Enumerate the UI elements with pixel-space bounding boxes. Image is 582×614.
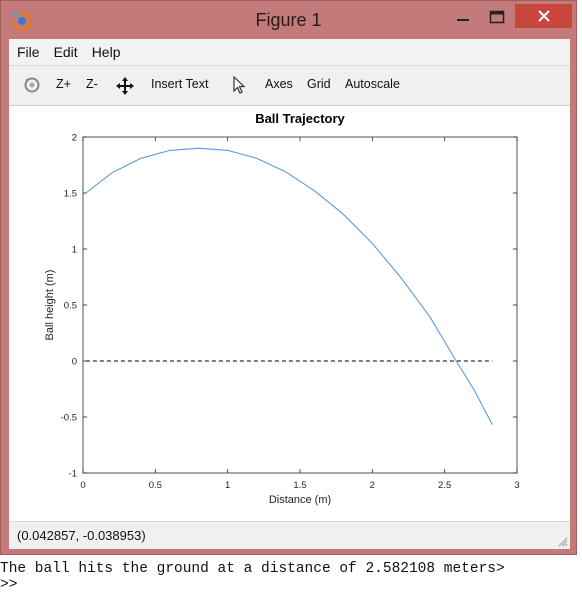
command-window[interactable]: The ball hits the ground at a distance o… bbox=[0, 560, 582, 593]
y-tick-label: -1 bbox=[69, 469, 77, 480]
axes-box bbox=[82, 136, 518, 474]
menu-edit[interactable]: Edit bbox=[53, 44, 78, 60]
autoscale-button[interactable]: Autoscale bbox=[345, 77, 400, 91]
trajectory-chart[interactable]: 0 0.5 1 1.5 2 2.5 3 -1 -0.5 0 0.5 1 1.5 2 Ball Traject… bbox=[9, 106, 570, 521]
axes-button[interactable]: Axes bbox=[265, 77, 293, 91]
x-tick-label: 1 bbox=[225, 480, 230, 491]
y-tick-label: 0.5 bbox=[64, 301, 77, 312]
status-bar: (0.042857, -0.038953) bbox=[9, 521, 570, 549]
octave-app-icon bbox=[12, 11, 32, 31]
maximize-icon bbox=[489, 10, 505, 24]
x-tick-label: 2.5 bbox=[438, 480, 451, 491]
plot-canvas[interactable]: 0 0.5 1 1.5 2 2.5 3 -1 -0.5 0 0.5 1 1.5 2 Ball Traject… bbox=[9, 106, 570, 521]
trajectory-line bbox=[85, 147, 493, 426]
menu-help[interactable]: Help bbox=[91, 44, 121, 60]
rotate-icon[interactable] bbox=[23, 76, 41, 94]
grid-button[interactable]: Grid bbox=[307, 77, 331, 91]
close-icon bbox=[537, 10, 550, 22]
minimize-button[interactable] bbox=[449, 4, 477, 30]
x-tick-label: 3 bbox=[514, 480, 519, 491]
insert-text-button[interactable]: Insert Text bbox=[151, 77, 209, 91]
toolbar: Z+ Z- Insert Text Axes Grid Autoscale bbox=[9, 67, 570, 106]
figure-window: Figure 1 File Edit Help Z+ Z- bbox=[0, 0, 577, 555]
menu-file[interactable]: File bbox=[17, 44, 40, 60]
title-bar[interactable]: Figure 1 bbox=[1, 1, 576, 39]
y-tick-label: 1 bbox=[72, 245, 77, 256]
close-button[interactable] bbox=[515, 4, 572, 28]
x-tick-label: 1.5 bbox=[293, 480, 306, 491]
y-tick-label: -0.5 bbox=[61, 413, 77, 424]
select-arrow-icon[interactable] bbox=[232, 76, 248, 96]
x-tick-label: 0.5 bbox=[149, 480, 162, 491]
window-title: Figure 1 bbox=[255, 10, 322, 30]
x-tick-label: 2 bbox=[370, 480, 375, 491]
console-output-line: The ball hits the ground at a distance o… bbox=[0, 561, 505, 577]
figure-client: File Edit Help Z+ Z- Insert Text Axes Gr… bbox=[9, 39, 570, 549]
chart-title: Ball Trajectory bbox=[255, 111, 345, 126]
menu-bar: File Edit Help bbox=[9, 39, 570, 66]
minimize-icon bbox=[457, 19, 469, 21]
pan-icon[interactable] bbox=[115, 76, 135, 96]
maximize-button[interactable] bbox=[483, 4, 511, 30]
y-axis-label: Ball height (m) bbox=[44, 270, 56, 341]
zoom-in-button[interactable]: Z+ bbox=[56, 77, 71, 91]
resize-grip-icon[interactable] bbox=[556, 535, 568, 547]
cursor-coordinates: (0.042857, -0.038953) bbox=[17, 528, 146, 543]
y-tick-label: 0 bbox=[72, 357, 77, 368]
x-axis-label: Distance (m) bbox=[269, 494, 331, 506]
x-tick-label: 0 bbox=[80, 480, 85, 491]
y-tick-label: 1.5 bbox=[64, 189, 77, 200]
y-tick-label: 2 bbox=[72, 133, 77, 144]
console-prompt[interactable]: >> bbox=[0, 577, 18, 593]
zoom-out-button[interactable]: Z- bbox=[86, 77, 98, 91]
